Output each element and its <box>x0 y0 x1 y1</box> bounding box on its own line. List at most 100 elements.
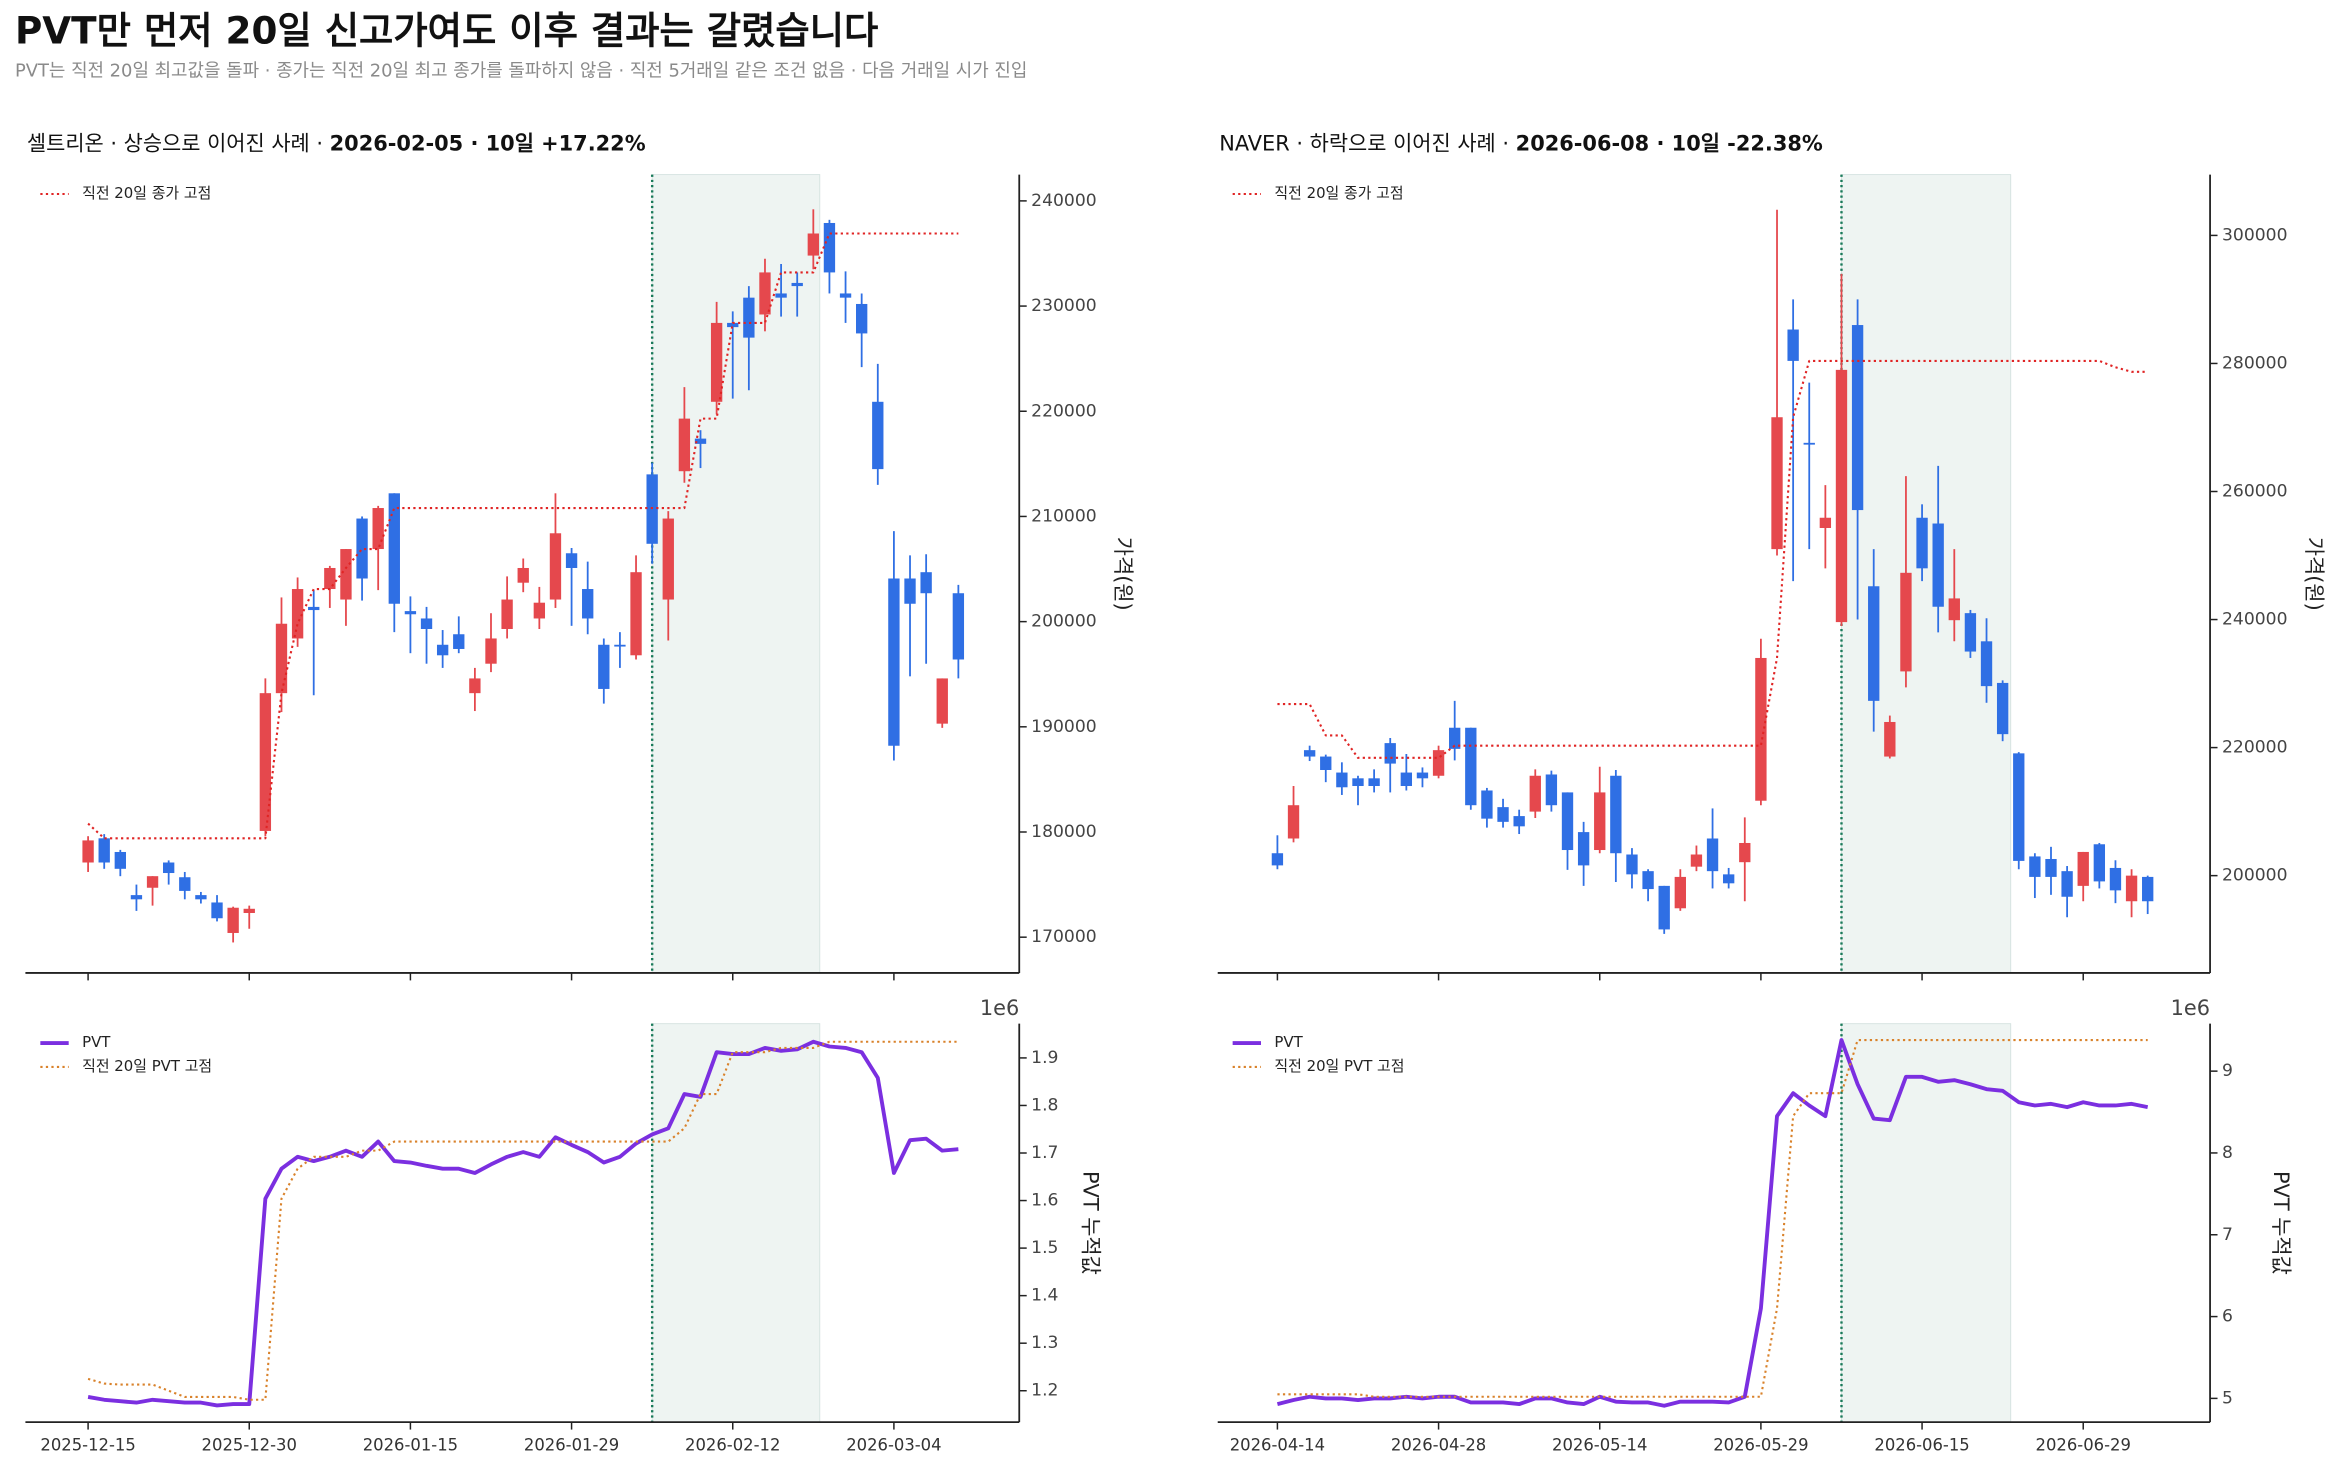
candle-body <box>856 303 868 334</box>
y-offset-label: 1e6 <box>2171 996 2210 1020</box>
y-tick-label: 180000 <box>1031 822 1096 842</box>
x-tick-label: 2026-05-14 <box>1552 1435 1647 1454</box>
candle-body <box>469 678 481 694</box>
candle-body <box>872 401 884 470</box>
candle-body <box>1932 523 1944 607</box>
y-tick-label: 7 <box>2222 1225 2233 1245</box>
y-tick-label: 300000 <box>2222 225 2288 245</box>
y-axis-label: PVT 누적값 <box>2269 1171 2293 1275</box>
panel-title: 셀트리온 · 상승으로 이어진 사례 · 2026-02-05 · 10일 +1… <box>27 132 646 156</box>
candle-body <box>2093 844 2106 882</box>
candle-body <box>291 589 304 639</box>
candle-body <box>1803 442 1815 445</box>
candle-body <box>598 644 610 689</box>
candle-body <box>501 599 513 629</box>
candle-body <box>356 518 368 579</box>
candle-body <box>549 533 562 600</box>
y-axis-label: 가격(원) <box>2302 537 2326 611</box>
candle-body <box>1577 832 1590 866</box>
candle-body <box>1964 613 1977 652</box>
candle-body <box>2077 851 2089 886</box>
y-tick-label: 1.2 <box>1031 1381 1058 1401</box>
candle-body <box>823 222 836 273</box>
highlight-span <box>1841 1023 2012 1423</box>
legend-label: PVT <box>82 1033 111 1051</box>
page-subtitle: PVT는 직전 20일 최고값을 돌파 · 종가는 직전 20일 최고 종가를 … <box>15 61 1027 82</box>
candle-body <box>453 634 465 649</box>
candle-body <box>1626 854 1638 875</box>
candle-body <box>1610 775 1622 854</box>
x-tick-label: 2026-05-29 <box>1713 1435 1808 1454</box>
candle-body <box>114 851 126 869</box>
candle-body <box>888 578 900 746</box>
y-tick-label: 1.6 <box>1031 1191 1058 1211</box>
candle-body <box>340 549 352 600</box>
candle-body <box>565 553 578 568</box>
legend-label: 직전 20일 PVT 고점 <box>82 1057 212 1075</box>
y-tick-label: 190000 <box>1031 717 1096 737</box>
panel-title: NAVER · 하락으로 이어진 사례 · 2026-06-08 · 10일 -… <box>1219 132 1823 156</box>
y-tick-label: 170000 <box>1031 927 1096 947</box>
candle-body <box>1722 874 1735 884</box>
candle-body <box>614 644 626 647</box>
y-tick-label: 230000 <box>1031 296 1096 316</box>
candle-body <box>195 895 207 900</box>
candle-body <box>920 572 932 594</box>
candle-body <box>1594 792 1606 851</box>
candle-body <box>1868 586 1880 701</box>
candle-body <box>1658 885 1670 930</box>
x-tick-label: 2025-12-30 <box>202 1435 297 1454</box>
x-tick-label: 2026-04-28 <box>1391 1435 1486 1454</box>
y-tick-label: 200000 <box>2222 866 2288 886</box>
x-tick-label: 2026-02-12 <box>685 1435 780 1454</box>
candle-body <box>1819 517 1832 528</box>
candle-body <box>646 474 658 544</box>
candle-body <box>1416 772 1429 779</box>
panel-title-part: 2026-06-08 · 10일 -22.38% <box>1516 132 1823 156</box>
candle-body <box>807 233 819 256</box>
candle-body <box>243 908 255 913</box>
candle-body <box>98 838 110 863</box>
candle-body <box>388 493 400 604</box>
series-line <box>1277 1039 2148 1398</box>
y-tick-label: 220000 <box>1031 401 1096 421</box>
panel-title-part: 셀트리온 · 상승으로 이어진 사례 · <box>27 132 330 156</box>
y-tick-label: 240000 <box>2222 610 2288 630</box>
candle-body <box>1884 721 1896 757</box>
candle-body <box>1352 778 1364 787</box>
candle-body <box>533 602 546 619</box>
candle-body <box>1561 792 1574 851</box>
candle-body <box>936 678 948 724</box>
candle-body <box>436 644 449 656</box>
candle-body <box>1497 807 1509 822</box>
y-tick-label: 1.9 <box>1031 1048 1058 1068</box>
y-tick-label: 5 <box>2222 1388 2233 1408</box>
candle-body <box>275 623 288 694</box>
candle-body <box>1642 871 1654 890</box>
candle-body <box>1465 727 1477 806</box>
candle-body <box>791 282 803 287</box>
candle-body <box>146 876 159 888</box>
y-tick-label: 200000 <box>1031 612 1096 632</box>
candle-body <box>1449 727 1461 749</box>
highlight-span <box>651 174 821 974</box>
y-tick-label: 1.5 <box>1031 1238 1058 1258</box>
candle-body <box>694 438 707 444</box>
y-tick-label: 9 <box>2222 1061 2233 1081</box>
candle-body <box>904 578 916 604</box>
y-axis-label: PVT 누적값 <box>1078 1171 1102 1275</box>
legend-label: PVT <box>1274 1033 1303 1051</box>
candle-body <box>678 418 691 472</box>
candle-body <box>404 611 417 615</box>
candle-body <box>1336 772 1348 788</box>
series-line <box>87 232 959 840</box>
panel-title-part: NAVER · 하락으로 이어진 사례 · <box>1219 132 1515 156</box>
candle-body <box>1368 778 1380 787</box>
y-tick-label: 8 <box>2222 1143 2233 1163</box>
y-tick-label: 1.7 <box>1031 1143 1058 1163</box>
y-tick-label: 6 <box>2222 1307 2233 1327</box>
x-tick-label: 2026-06-15 <box>1874 1435 1969 1454</box>
candle-body <box>1320 756 1332 770</box>
candle-body <box>1900 572 1912 672</box>
candle-body <box>839 293 852 298</box>
